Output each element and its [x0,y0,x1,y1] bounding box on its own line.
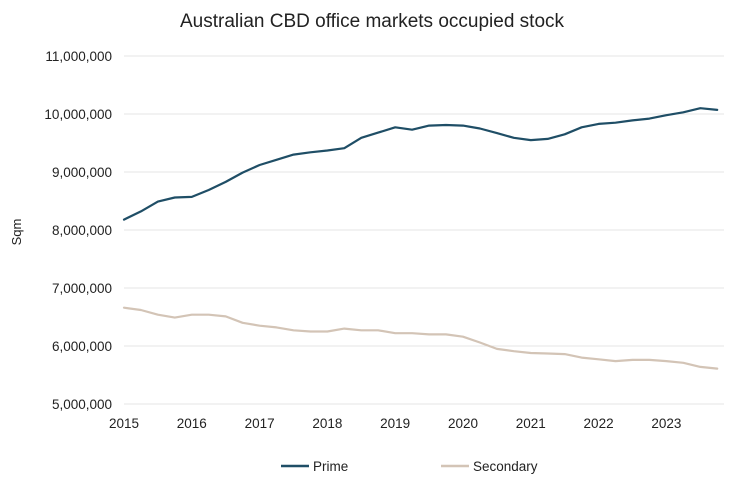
legend-label-prime: Prime [313,459,348,474]
series-line-prime [122,107,719,221]
gridlines [124,55,724,405]
chart-title: Australian CBD office markets occupied s… [180,11,565,32]
series-lines [122,107,719,370]
y-tick-label: 10,000,000 [44,107,112,122]
y-axis-ticks: 5,000,000 6,000,000 7,000,000 8,000,000 9,00… [44,49,112,412]
y-axis-label: Sqm [9,219,24,246]
y-tick-label: 8,000,000 [52,223,112,238]
x-tick-label: 2017 [245,416,275,431]
y-tick-label: 5,000,000 [52,397,112,412]
x-tick-label: 2020 [448,416,478,431]
series-line-secondary [122,306,719,370]
y-tick-label: 6,000,000 [52,339,112,354]
x-tick-label: 2015 [109,416,139,431]
x-tick-label: 2016 [177,416,207,431]
x-axis-ticks: 2015 2016 2017 2018 2019 2020 2021 2022 2023 [109,416,681,431]
legend-label-secondary: Secondary [473,459,538,474]
y-tick-label: 7,000,000 [52,281,112,296]
y-tick-label: 11,000,000 [45,49,112,64]
x-tick-label: 2019 [380,416,410,431]
x-tick-label: 2022 [584,416,614,431]
x-tick-label: 2021 [516,416,546,431]
x-tick-label: 2018 [312,416,342,431]
legend: Prime Secondary [281,459,538,474]
y-tick-label: 9,000,000 [52,165,112,180]
x-tick-label: 2023 [651,416,681,431]
